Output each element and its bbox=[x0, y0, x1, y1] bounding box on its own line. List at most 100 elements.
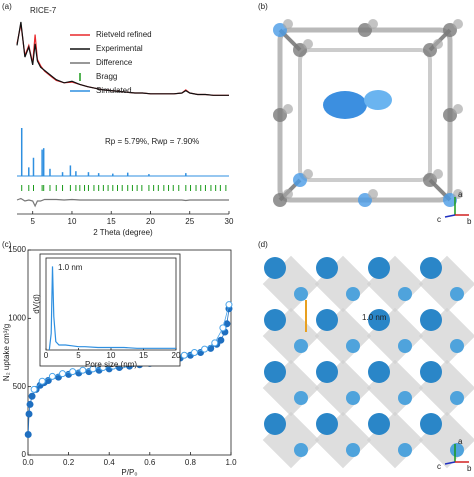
packing-view: 1.0 nm bbox=[262, 255, 474, 469]
linker bbox=[323, 91, 367, 119]
node bbox=[443, 193, 457, 207]
node bbox=[433, 39, 443, 49]
annotation: 1.0 nm bbox=[58, 263, 83, 272]
node bbox=[283, 19, 293, 29]
x-tick-label: 20 bbox=[146, 217, 155, 226]
linker bbox=[346, 287, 360, 301]
node bbox=[273, 23, 287, 37]
linker bbox=[346, 443, 360, 457]
node bbox=[423, 43, 437, 57]
x-tick-label: 5 bbox=[30, 217, 35, 226]
x-tick-label: 0.4 bbox=[104, 458, 116, 467]
linker bbox=[368, 361, 390, 383]
x-tick-label: 10 bbox=[107, 351, 116, 360]
point bbox=[211, 339, 219, 347]
node bbox=[273, 108, 287, 122]
linker bbox=[368, 309, 390, 331]
point bbox=[25, 410, 33, 418]
legend-label: Rietveld refined bbox=[96, 30, 152, 39]
x-tick-label: 1.0 bbox=[225, 458, 237, 467]
point bbox=[59, 370, 67, 378]
linker bbox=[368, 413, 390, 435]
linker bbox=[294, 287, 308, 301]
axis-c bbox=[444, 461, 456, 465]
point bbox=[69, 368, 77, 376]
x-tick-label: 15 bbox=[139, 351, 148, 360]
x-tick-label: 15 bbox=[107, 217, 116, 226]
linker bbox=[420, 257, 442, 279]
x-tick-label: 0.8 bbox=[185, 458, 197, 467]
linker bbox=[420, 413, 442, 435]
node bbox=[443, 23, 457, 37]
linker bbox=[420, 361, 442, 383]
curve bbox=[16, 197, 229, 208]
linker bbox=[398, 391, 412, 405]
linker bbox=[450, 391, 464, 405]
node bbox=[453, 19, 463, 29]
linker bbox=[450, 443, 464, 457]
point bbox=[180, 351, 188, 359]
linker bbox=[398, 443, 412, 457]
node bbox=[368, 19, 378, 29]
linker bbox=[450, 287, 464, 301]
axis-label: b bbox=[467, 464, 472, 473]
x-tick-label: 0.6 bbox=[144, 458, 156, 467]
annotation: Rp = 5.79%, Rwp = 7.90% bbox=[105, 137, 199, 146]
node bbox=[283, 189, 293, 199]
y-axis-label: N₂ uptake cm³/g bbox=[2, 324, 11, 381]
curve bbox=[48, 266, 176, 351]
linker bbox=[264, 413, 286, 435]
linker bbox=[264, 309, 286, 331]
point bbox=[26, 400, 34, 408]
x-tick-label: 0.2 bbox=[63, 458, 75, 467]
framework-cage bbox=[273, 19, 463, 207]
x-tick-label: 5 bbox=[76, 351, 81, 360]
linker bbox=[316, 309, 338, 331]
x-tick-label: 30 bbox=[225, 217, 234, 226]
linker bbox=[398, 339, 412, 353]
linker bbox=[316, 257, 338, 279]
panel-label: (d) bbox=[258, 240, 268, 249]
pore-label: 1.0 nm bbox=[362, 313, 387, 322]
point bbox=[24, 431, 32, 438]
linker bbox=[264, 361, 286, 383]
y-tick-label: 1000 bbox=[8, 313, 26, 322]
linker bbox=[294, 443, 308, 457]
legend-label: Simulated bbox=[96, 86, 132, 95]
linker bbox=[398, 287, 412, 301]
node bbox=[303, 169, 313, 179]
node bbox=[453, 189, 463, 199]
linker bbox=[346, 339, 360, 353]
cage-edge bbox=[298, 48, 432, 182]
point bbox=[225, 301, 233, 309]
node bbox=[358, 23, 372, 37]
x-tick-label: 20 bbox=[172, 351, 181, 360]
point bbox=[38, 377, 46, 385]
node bbox=[368, 189, 378, 199]
linker bbox=[346, 391, 360, 405]
plot-frame bbox=[27, 249, 232, 456]
linker bbox=[294, 391, 308, 405]
legend-label: Experimental bbox=[96, 44, 143, 53]
node bbox=[303, 39, 313, 49]
x-tick-label: 25 bbox=[185, 217, 194, 226]
legend-label: Difference bbox=[96, 58, 133, 67]
node bbox=[293, 173, 307, 187]
node bbox=[358, 193, 372, 207]
node bbox=[283, 104, 293, 114]
linker bbox=[368, 257, 390, 279]
x-tick-label: 0.0 bbox=[22, 458, 34, 467]
point bbox=[30, 385, 38, 393]
point bbox=[28, 392, 36, 400]
point bbox=[219, 324, 227, 332]
node bbox=[293, 43, 307, 57]
axis-c bbox=[444, 214, 456, 218]
linker bbox=[420, 309, 442, 331]
point bbox=[48, 372, 56, 380]
point bbox=[217, 336, 225, 344]
linker bbox=[364, 90, 392, 110]
y-tick-label: 0 bbox=[22, 450, 27, 459]
x-tick-label: 0 bbox=[44, 351, 49, 360]
node bbox=[423, 173, 437, 187]
point bbox=[201, 345, 209, 353]
